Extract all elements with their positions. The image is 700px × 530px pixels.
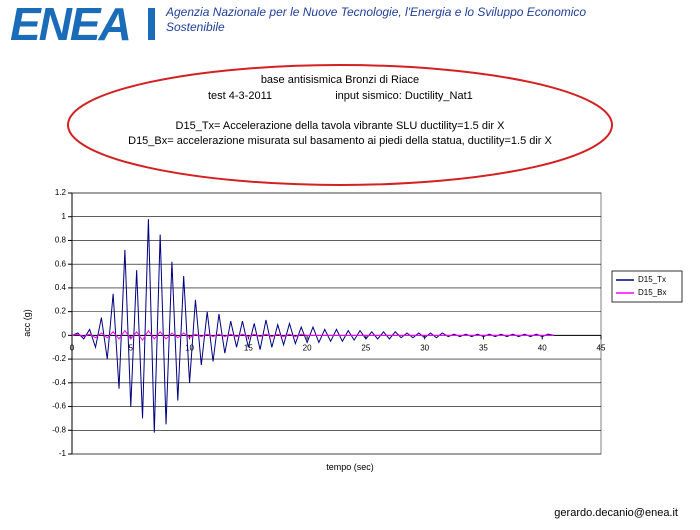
legend-label: D15_Bx bbox=[638, 288, 666, 297]
logo: ENEA bbox=[10, 0, 130, 50]
y-axis-label: acc (g) bbox=[22, 309, 32, 337]
legend-label: D15_Tx bbox=[638, 275, 666, 284]
x-tick-label: 30 bbox=[420, 343, 429, 352]
x-tick-label: 15 bbox=[244, 343, 253, 352]
y-tick-label: 0.6 bbox=[55, 259, 67, 268]
y-tick-label: -1 bbox=[59, 449, 67, 458]
plot: -1 -0.8 -0.6 -0.4 -0.2 0 0.2 0.4 0.6 0.8 1 1.2 0 5 10 1… bbox=[52, 188, 683, 458]
annotation: D15_Bx= accelerazione misurata sul basam… bbox=[128, 135, 552, 147]
x-tick-label: 5 bbox=[129, 343, 134, 352]
x-tick-label: 35 bbox=[479, 343, 488, 352]
chart-subtitle: input sismico: Ductility_Nat1 bbox=[335, 90, 473, 102]
y-tick-label: -0.8 bbox=[52, 425, 66, 434]
x-tick-label: 0 bbox=[70, 343, 75, 352]
annotation: D15_Tx= Accelerazione della tavola vibra… bbox=[176, 120, 506, 132]
series-line bbox=[71, 329, 554, 342]
email: gerardo.decanio@enea.it bbox=[554, 507, 678, 519]
annotation-ellipse bbox=[67, 64, 613, 186]
x-axis-label: tempo (sec) bbox=[326, 462, 374, 472]
x-tick-label: 40 bbox=[538, 343, 547, 352]
y-tick-label: 0.4 bbox=[55, 283, 67, 292]
y-tick-label: -0.4 bbox=[52, 378, 66, 387]
legend-box bbox=[611, 270, 683, 303]
x-tick-label: 25 bbox=[361, 343, 370, 352]
org-name: Agenzia Nazionale per le Nuove Tecnologi… bbox=[165, 5, 586, 19]
x-tick-label: 45 bbox=[597, 343, 606, 352]
y-tick-label: 0.2 bbox=[55, 307, 67, 316]
y-tick-label: -0.2 bbox=[52, 354, 66, 363]
y-tick-label: 1 bbox=[62, 212, 67, 221]
logo-bar bbox=[148, 8, 155, 40]
chart-subtitle: test 4-3-2011 bbox=[208, 90, 272, 102]
y-tick-label: 1.2 bbox=[55, 188, 67, 197]
y-tick-label: -0.6 bbox=[52, 402, 66, 411]
chart-title: base antisismica Bronzi di Riace bbox=[261, 74, 419, 86]
org-name: Sostenibile bbox=[166, 20, 225, 34]
y-tick-label: 0.8 bbox=[55, 236, 67, 245]
y-tick-label: 0 bbox=[62, 330, 67, 339]
x-tick-label: 20 bbox=[303, 343, 312, 352]
x-tick-label: 10 bbox=[185, 343, 194, 352]
